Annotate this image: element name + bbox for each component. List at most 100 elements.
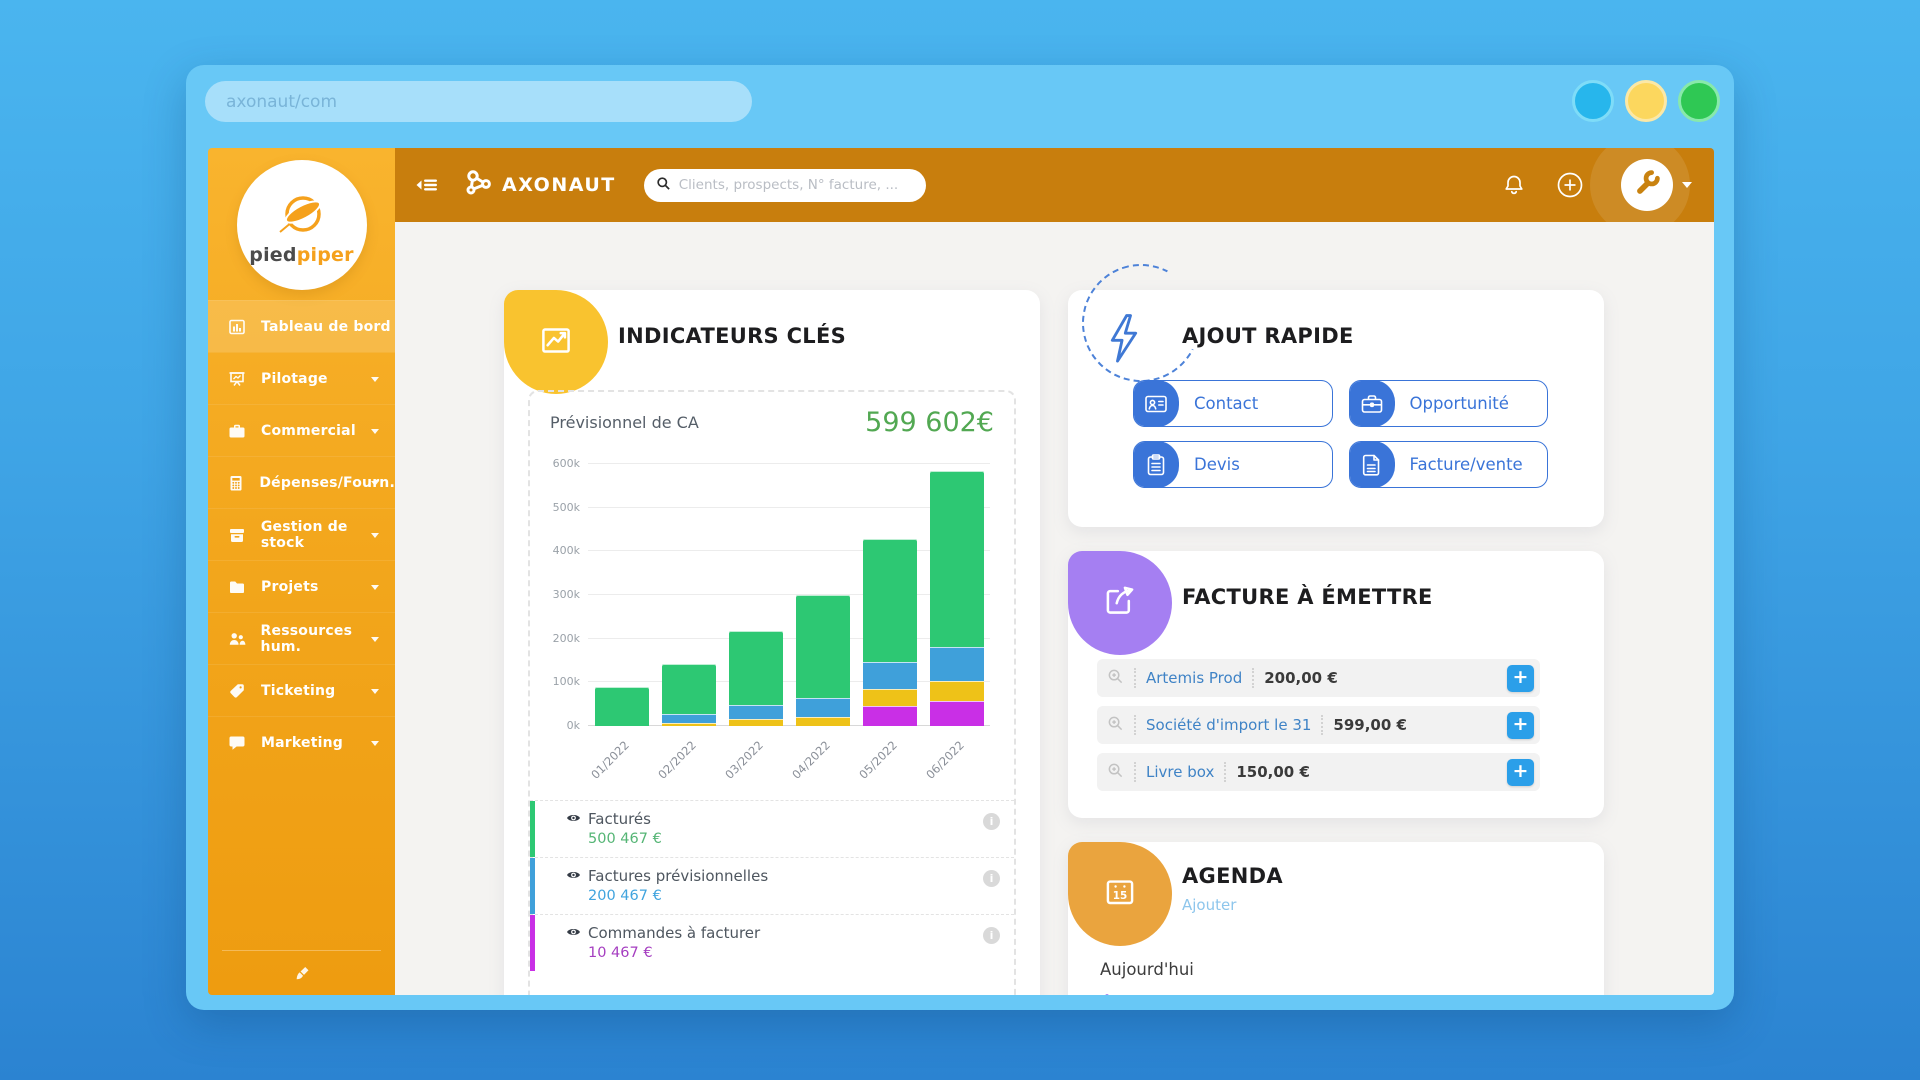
chevron-down-icon bbox=[371, 532, 379, 538]
invoice-amount: 150,00 € bbox=[1236, 763, 1310, 781]
sidebar-item-label: Projets bbox=[261, 578, 319, 595]
sidebar-item-ressources-humaines[interactable]: Ressources hum. bbox=[208, 612, 395, 664]
invoice-row: Artemis Prod 200,00 € bbox=[1097, 659, 1540, 697]
magnifier-icon[interactable] bbox=[1107, 668, 1124, 689]
sidebar-item-commercial[interactable]: Commercial bbox=[208, 404, 395, 456]
dotted-divider bbox=[1134, 668, 1136, 688]
info-icon[interactable] bbox=[983, 927, 1000, 944]
gridline bbox=[588, 725, 990, 726]
add-opportunity-button[interactable]: Opportunité bbox=[1348, 380, 1548, 427]
create-invoice-plus-button[interactable] bbox=[1507, 664, 1534, 692]
create-invoice-plus-button[interactable] bbox=[1507, 711, 1534, 739]
magnifier-icon[interactable] bbox=[1107, 715, 1124, 736]
invoice-client-link[interactable]: Société d'import le 31 bbox=[1146, 716, 1312, 734]
stacked-bar-chart: 0k 100k 200k 300k 400k 500k 600k 01/2022 02/2022… bbox=[542, 457, 998, 794]
bar-segment bbox=[661, 663, 716, 714]
lightning-icon bbox=[1098, 310, 1150, 372]
bar-segment bbox=[929, 647, 984, 681]
caret-down-icon[interactable] bbox=[1682, 182, 1692, 188]
y-axis-tick: 600k bbox=[552, 457, 580, 470]
metric-total: 599 602€ bbox=[865, 407, 994, 438]
invoice-amount: 200,00 € bbox=[1264, 669, 1338, 687]
quick-create-plus-icon[interactable] bbox=[1555, 170, 1585, 200]
url-bar[interactable] bbox=[205, 81, 752, 122]
sidebar-item-ticketing[interactable]: Ticketing bbox=[208, 664, 395, 716]
company-logo[interactable]: piedpiper bbox=[236, 160, 367, 290]
dotted-divider bbox=[1252, 668, 1255, 688]
sidebar-item-label: Ticketing bbox=[261, 682, 336, 699]
sidebar-item-marketing[interactable]: Marketing bbox=[208, 716, 395, 768]
logo-wordmark: piedpiper bbox=[249, 244, 354, 266]
eye-icon[interactable] bbox=[566, 810, 581, 828]
notifications-bell-icon[interactable] bbox=[1501, 172, 1527, 198]
x-axis-tick: 02/2022 bbox=[654, 738, 699, 782]
bar-segment bbox=[795, 595, 850, 698]
card-title: AGENDA bbox=[1182, 864, 1283, 888]
sidebar-item-depenses[interactable]: Dépenses/Fourn. bbox=[208, 456, 395, 508]
theme-brush-icon[interactable] bbox=[292, 964, 311, 987]
agenda-add-link[interactable]: Ajouter bbox=[1182, 896, 1237, 914]
dotted-divider bbox=[1224, 762, 1227, 782]
card-quick-add: AJOUT RAPIDE Contact bbox=[1066, 248, 1604, 527]
x-axis-tick: 04/2022 bbox=[788, 738, 833, 782]
eye-icon[interactable] bbox=[566, 924, 581, 942]
legend-value: 200 467 € bbox=[588, 888, 662, 904]
window-button-blue[interactable] bbox=[1572, 80, 1614, 122]
magnifier-icon[interactable] bbox=[1107, 762, 1124, 783]
users-icon bbox=[226, 629, 248, 649]
agenda-section-today: Aujourd'hui bbox=[1100, 960, 1194, 979]
presentation-board-icon bbox=[226, 369, 248, 389]
wrench-icon bbox=[1630, 166, 1664, 204]
button-label: Opportunité bbox=[1409, 394, 1509, 413]
dotted-divider bbox=[1134, 715, 1136, 735]
legend-row-factures: Facturés 500 467 € bbox=[530, 800, 1014, 857]
gridline bbox=[588, 550, 990, 552]
browser-window: piedpiper Tableau de bord Pilotage bbox=[186, 65, 1734, 1010]
dotted-divider bbox=[1321, 715, 1324, 735]
tag-icon bbox=[226, 681, 248, 701]
invoice-client-link[interactable]: Artemis Prod bbox=[1146, 669, 1243, 687]
eye-icon[interactable] bbox=[566, 867, 581, 885]
sidebar-item-gestion-de-stock[interactable]: Gestion de stock bbox=[208, 508, 395, 560]
sidebar-item-projets[interactable]: Projets bbox=[208, 560, 395, 612]
global-search[interactable] bbox=[643, 168, 926, 202]
stacked-bar-01/2022 bbox=[594, 686, 649, 726]
bar-segment bbox=[929, 701, 984, 726]
add-quote-button[interactable]: Devis bbox=[1133, 441, 1333, 488]
brand-name: AXONAUT bbox=[502, 174, 616, 196]
info-icon[interactable] bbox=[983, 813, 1000, 830]
svg-text:15: 15 bbox=[1113, 890, 1128, 902]
sidebar-item-pilotage[interactable]: Pilotage bbox=[208, 352, 395, 404]
bar-segment bbox=[661, 722, 716, 726]
agenda-blob: 15 bbox=[1068, 842, 1172, 946]
window-button-yellow[interactable] bbox=[1625, 80, 1667, 122]
dotted-divider bbox=[1134, 762, 1136, 782]
settings-avatar[interactable] bbox=[1621, 159, 1673, 211]
stacked-bar-06/2022 bbox=[929, 470, 984, 726]
feather-logo-icon bbox=[266, 184, 338, 250]
create-invoice-plus-button[interactable] bbox=[1507, 758, 1534, 786]
search-icon bbox=[656, 176, 671, 195]
invoice-row: Livre box 150,00 € bbox=[1097, 753, 1540, 791]
chart-plot-area: 0k 100k 200k 300k 400k 500k 600k 01/2022 02/2022… bbox=[553, 457, 990, 782]
window-button-green[interactable] bbox=[1678, 80, 1720, 122]
invoice-list: Artemis Prod 200,00 € Société d'im bbox=[1097, 659, 1540, 800]
sidebar-item-label: Commercial bbox=[261, 422, 356, 439]
info-icon[interactable] bbox=[983, 870, 1000, 887]
sidebar-item-tableau-de-bord[interactable]: Tableau de bord bbox=[208, 300, 395, 352]
legend-label: Commandes à facturer bbox=[566, 924, 974, 942]
legend-label: Factures prévisionnelles bbox=[566, 867, 974, 885]
invoice-row: Société d'import le 31 599,00 € bbox=[1097, 706, 1540, 744]
search-input[interactable] bbox=[678, 177, 914, 193]
add-invoice-button[interactable]: Facture/vente bbox=[1348, 441, 1548, 488]
agenda-event-marker bbox=[1098, 993, 1111, 995]
brand[interactable]: AXONAUT bbox=[463, 168, 616, 202]
legend-color-strip bbox=[530, 858, 535, 914]
gridline bbox=[588, 506, 990, 508]
collapse-sidebar-icon[interactable] bbox=[415, 176, 439, 194]
key-indicators-blob bbox=[504, 290, 608, 394]
chevron-down-icon bbox=[371, 584, 379, 590]
add-contact-button[interactable]: Contact bbox=[1133, 380, 1333, 427]
invoice-client-link[interactable]: Livre box bbox=[1146, 763, 1215, 781]
